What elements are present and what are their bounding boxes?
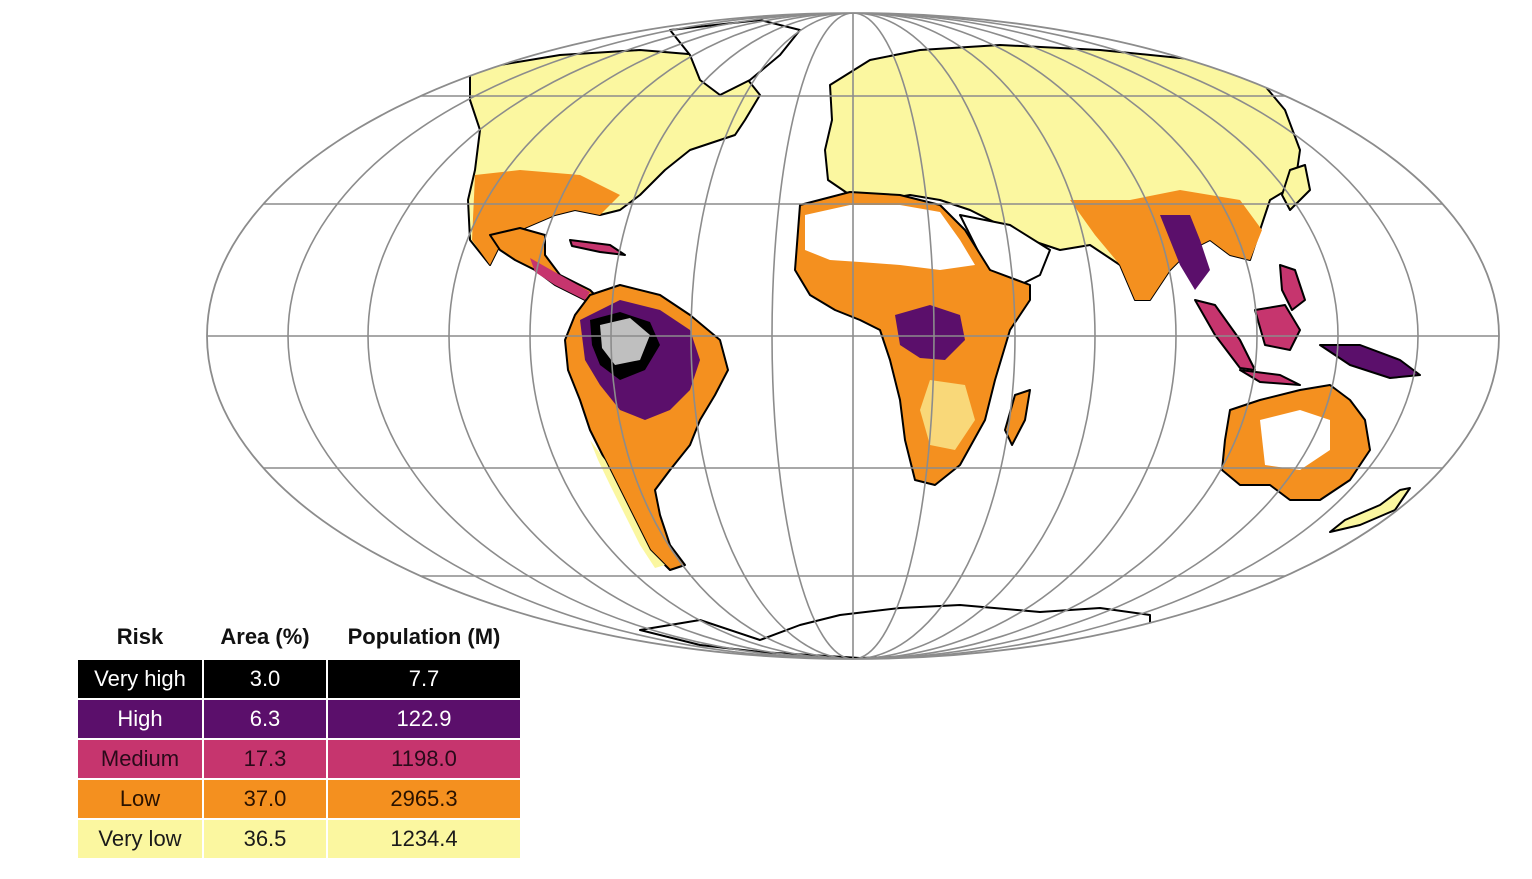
new-guinea — [1319, 344, 1421, 379]
new-zealand — [1329, 487, 1411, 533]
andes-very-low — [590, 440, 665, 568]
meridian-120 — [367, 13, 1339, 659]
risk-label: High — [78, 700, 202, 738]
globe-outline — [206, 12, 1500, 660]
cuba — [569, 239, 626, 256]
risk-label: Very high — [78, 660, 202, 698]
area-value: 17.3 — [204, 740, 326, 778]
risk-label: Medium — [78, 740, 202, 778]
usa-south-low-risk — [472, 170, 620, 265]
southern-africa-very-low — [920, 380, 975, 450]
meridian-20 — [771, 13, 935, 659]
meridian-140 — [287, 13, 1419, 659]
population-value: 2965.3 — [328, 780, 520, 818]
philippines — [1279, 264, 1306, 311]
area-value: 36.5 — [204, 820, 326, 858]
japan — [1281, 164, 1311, 211]
area-value: 3.0 — [204, 660, 326, 698]
borneo — [1254, 304, 1301, 351]
population-value: 7.7 — [328, 660, 520, 698]
population-value: 1234.4 — [328, 820, 520, 858]
header-population: Population (M) — [347, 624, 501, 649]
population-value: 1198.0 — [328, 740, 520, 778]
amazon-no-data — [600, 318, 650, 365]
header-area: Area (%) — [220, 624, 310, 649]
header-risk: Risk — [116, 624, 164, 649]
central-america-medium — [530, 258, 590, 300]
graticule — [207, 13, 1499, 659]
meridian-60 — [610, 13, 1096, 659]
risk-legend-table: Risk Area (%) Population (M) Very high 3… — [78, 618, 522, 860]
risk-label: Very low — [78, 820, 202, 858]
population-value: 122.9 — [328, 700, 520, 738]
meridian-40 — [690, 13, 1016, 659]
sahara-no-data — [805, 205, 975, 270]
area-value: 37.0 — [204, 780, 326, 818]
sumatra — [1194, 299, 1256, 371]
legend-row-high: High 6.3 122.9 — [78, 700, 520, 738]
legend-row-low: Low 37.0 2965.3 — [78, 780, 520, 818]
bangladesh-high — [1160, 215, 1210, 290]
meridian-100 — [448, 13, 1258, 659]
central-australia-no-data — [1260, 410, 1330, 470]
area-value: 6.3 — [204, 700, 326, 738]
legend-row-medium: Medium 17.3 1198.0 — [78, 740, 520, 778]
risk-label: Low — [78, 780, 202, 818]
madagascar — [1004, 389, 1031, 446]
meridian-80 — [529, 13, 1177, 659]
legend-row-very-high: Very high 3.0 7.7 — [78, 660, 520, 698]
legend-row-very-low: Very low 36.5 1234.4 — [78, 820, 520, 858]
congo-high — [895, 305, 965, 360]
java — [1239, 369, 1301, 386]
asia-south-low — [1070, 190, 1262, 300]
